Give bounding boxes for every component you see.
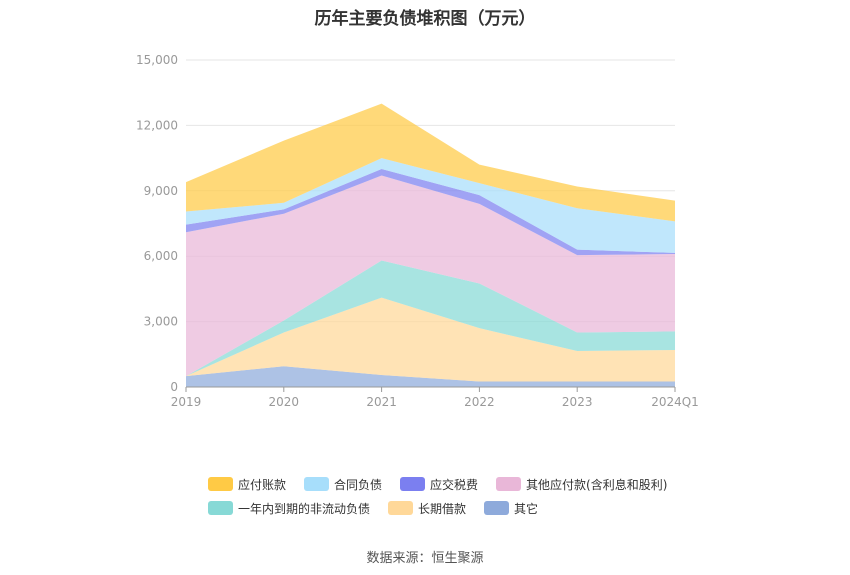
area-series (186, 103, 675, 387)
legend-label: 应交税费 (430, 477, 479, 492)
legend-item[interactable]: 长期借款 (388, 500, 466, 517)
x-tick-label: 2024Q1 (651, 395, 699, 409)
legend-row: 应付账款 合同负债 应交税费 其他应付款(含利息和股利) (208, 472, 708, 496)
legend-label: 一年内到期的非流动负债 (238, 501, 371, 516)
legend-label: 其他应付款(含利息和股利) (526, 477, 668, 492)
area-series-合同负债[interactable] (186, 158, 675, 253)
area-series-长期借款[interactable] (186, 297, 675, 382)
y-tick-label: 0 (170, 380, 178, 394)
legend-swatch (208, 477, 233, 491)
legend-item[interactable]: 应交税费 (400, 476, 478, 493)
area-series-应交税费[interactable] (186, 169, 675, 256)
legend-row: 一年内到期的非流动负债 长期借款 其它 (208, 496, 708, 520)
y-tick-label: 9,000 (144, 184, 178, 198)
legend-label: 应付账款 (238, 477, 287, 492)
legend-item[interactable]: 合同负债 (304, 476, 382, 493)
legend-swatch (484, 501, 510, 515)
legend-swatch (496, 477, 522, 491)
source-note: 数据来源：恒生聚源 (366, 551, 484, 566)
legend: 应付账款 合同负债 应交税费 其他应付款(含利息和股利) 一年内到期的非流动负债 长期借… (208, 472, 708, 520)
y-tick-label: 12,000 (136, 118, 178, 132)
legend-label: 合同负债 (334, 477, 383, 492)
y-tick-label: 3,000 (144, 315, 178, 329)
chart-title: 历年主要负债堆积图（万元） (314, 9, 536, 29)
area-series-其他应付款(含利息和股利)[interactable] (186, 175, 675, 377)
area-series-应付账款[interactable] (186, 103, 675, 222)
x-tick-label: 2019 (171, 395, 202, 409)
y-tick-label: 15,000 (136, 53, 178, 67)
legend-swatch (388, 501, 414, 515)
legend-label: 长期借款 (418, 501, 467, 516)
x-tick-label: 2021 (366, 395, 397, 409)
y-tick-label: 6,000 (144, 249, 178, 263)
chart-plot: 0 3,000 6,000 9,000 12,000 15,000 2019 2020 2021… (136, 53, 699, 409)
legend-item[interactable]: 应付账款 (208, 476, 286, 493)
legend-item[interactable]: 其它 (484, 500, 538, 517)
x-tick-label: 2020 (269, 395, 300, 409)
x-tick-label: 2022 (464, 395, 495, 409)
area-series-一年内到期的非流动负债[interactable] (186, 260, 675, 377)
legend-swatch (304, 477, 330, 491)
legend-item[interactable]: 一年内到期的非流动负债 (208, 500, 370, 517)
legend-label: 其它 (514, 501, 539, 516)
legend-swatch (400, 477, 426, 491)
area-series-其它[interactable] (186, 366, 675, 387)
legend-swatch (208, 501, 233, 515)
axes: 0 3,000 6,000 9,000 12,000 15,000 2019 2020 2021… (136, 53, 699, 409)
x-tick-label: 2023 (562, 395, 593, 409)
legend-item[interactable]: 其他应付款(含利息和股利) (496, 476, 667, 493)
